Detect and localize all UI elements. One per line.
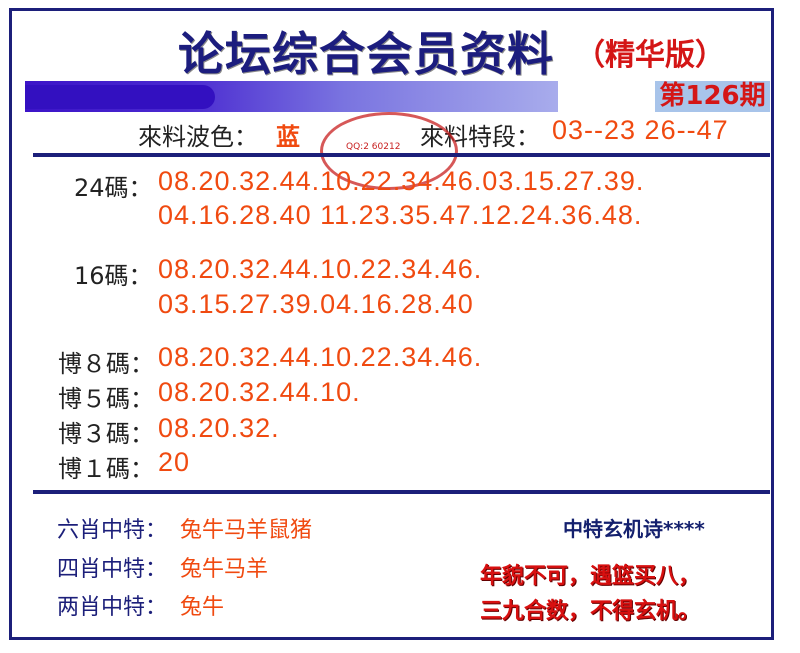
row-24-line-2: 04.16.28.40 11.23.35.47.12.24.36.48. [158,200,643,230]
row-label-b5: 博５碼： [58,385,154,413]
page-frame [9,8,774,640]
row-b1-line: 20 [158,447,191,477]
row-24-line-1: 08.20.32.44.10.22.34.46.03.15.27.39. [158,166,645,196]
stamp-seal [320,112,458,190]
stamp-text: QQ:2 60212 [346,142,401,152]
row-label-b3: 博３碼： [58,420,154,448]
poem-title: 中特玄机诗**** [563,517,705,541]
zodiac-4-label: 四肖中特： [57,557,168,582]
color-label: 來料波色： [138,123,258,151]
poem-line-1: 年貌不可，遇篮买八， [480,564,701,589]
row-b8-line: 08.20.32.44.10.22.34.46. [158,342,483,372]
row-label-16: 16碼： [74,262,153,290]
zodiac-2-label: 两肖中特： [57,595,168,620]
zodiac-6-label: 六肖中特： [57,518,168,543]
divider-bottom [33,490,770,494]
row-16-line-2: 03.15.27.39.04.16.28.40 [158,289,474,319]
issue-badge: 第126期 [655,81,770,112]
row-label-b8: 博８碼： [58,350,154,378]
zodiac-6-value: 兔牛马羊鼠猪 [180,518,313,543]
edition-label: （精华版） [575,38,725,73]
color-value: 蓝 [276,123,300,151]
zodiac-4-value: 兔牛马羊 [180,557,269,582]
poem-line-2: 三九合数，不得玄机。 [480,599,701,624]
divider-top [33,153,770,157]
segment-value: 03--23 26--47 [552,115,729,145]
row-label-b1: 博１碼： [58,455,154,483]
row-b3-line: 08.20.32. [158,413,280,443]
row-16-line-1: 08.20.32.44.10.22.34.46. [158,254,483,284]
row-label-24: 24碼： [74,174,153,202]
page-title: 论坛综合会员资料 [178,27,554,81]
row-b5-line: 08.20.32.44.10. [158,377,361,407]
zodiac-2-value: 兔牛 [180,595,225,620]
header-bar [25,81,558,112]
